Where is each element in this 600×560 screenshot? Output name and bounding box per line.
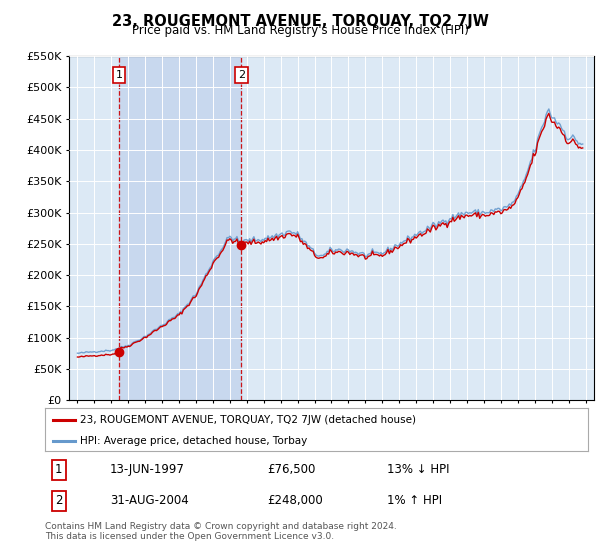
- Text: 1% ↑ HPI: 1% ↑ HPI: [387, 494, 442, 507]
- Text: £248,000: £248,000: [268, 494, 323, 507]
- Text: 1: 1: [55, 464, 62, 477]
- Bar: [119, 56, 241, 400]
- Text: 2: 2: [238, 70, 245, 80]
- Text: 23, ROUGEMONT AVENUE, TORQUAY, TQ2 7JW (detached house): 23, ROUGEMONT AVENUE, TORQUAY, TQ2 7JW (…: [80, 415, 416, 424]
- Text: 23, ROUGEMONT AVENUE, TORQUAY, TQ2 7JW: 23, ROUGEMONT AVENUE, TORQUAY, TQ2 7JW: [112, 14, 488, 29]
- Text: HPI: Average price, detached house, Torbay: HPI: Average price, detached house, Torb…: [80, 436, 308, 446]
- Text: 31-AUG-2004: 31-AUG-2004: [110, 494, 189, 507]
- Text: 13-JUN-1997: 13-JUN-1997: [110, 464, 185, 477]
- Text: Price paid vs. HM Land Registry's House Price Index (HPI): Price paid vs. HM Land Registry's House …: [131, 24, 469, 37]
- Text: Contains HM Land Registry data © Crown copyright and database right 2024.
This d: Contains HM Land Registry data © Crown c…: [45, 522, 397, 542]
- Text: 1: 1: [115, 70, 122, 80]
- Text: £76,500: £76,500: [268, 464, 316, 477]
- Text: 2: 2: [55, 494, 62, 507]
- Text: 13% ↓ HPI: 13% ↓ HPI: [387, 464, 449, 477]
